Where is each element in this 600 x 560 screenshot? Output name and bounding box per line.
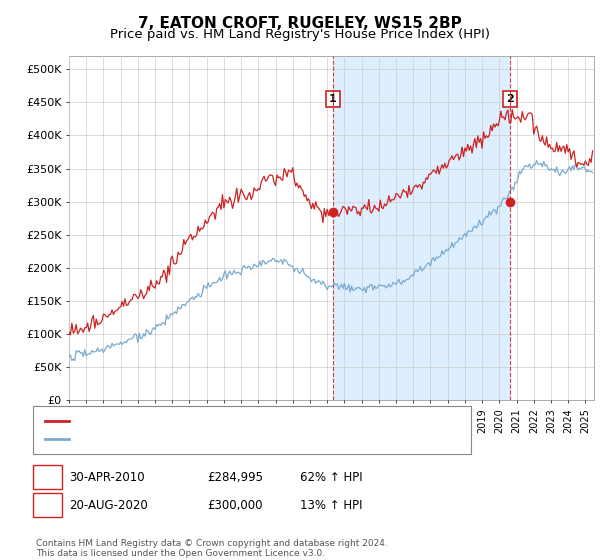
Text: HPI: Average price, detached house, Cannock Chase: HPI: Average price, detached house, Cann…	[73, 434, 347, 444]
Bar	[333, 56, 510, 400]
Text: £300,000: £300,000	[207, 498, 263, 512]
Text: 2: 2	[44, 500, 51, 510]
Text: Contains HM Land Registry data © Crown copyright and database right 2024.
This d: Contains HM Land Registry data © Crown c…	[36, 539, 388, 558]
Text: 1: 1	[329, 94, 337, 104]
Text: 30-APR-2010: 30-APR-2010	[69, 470, 145, 484]
Text: Price paid vs. HM Land Registry's House Price Index (HPI): Price paid vs. HM Land Registry's House …	[110, 28, 490, 41]
Text: 7, EATON CROFT, RUGELEY, WS15 2BP: 7, EATON CROFT, RUGELEY, WS15 2BP	[138, 16, 462, 31]
Text: 7, EATON CROFT, RUGELEY, WS15 2BP (detached house): 7, EATON CROFT, RUGELEY, WS15 2BP (detac…	[73, 416, 369, 426]
Text: 20-AUG-2020: 20-AUG-2020	[69, 498, 148, 512]
Text: 1: 1	[44, 472, 51, 482]
Text: 13% ↑ HPI: 13% ↑ HPI	[300, 498, 362, 512]
Text: £284,995: £284,995	[207, 470, 263, 484]
Text: 62% ↑ HPI: 62% ↑ HPI	[300, 470, 362, 484]
Text: 2: 2	[506, 94, 514, 104]
